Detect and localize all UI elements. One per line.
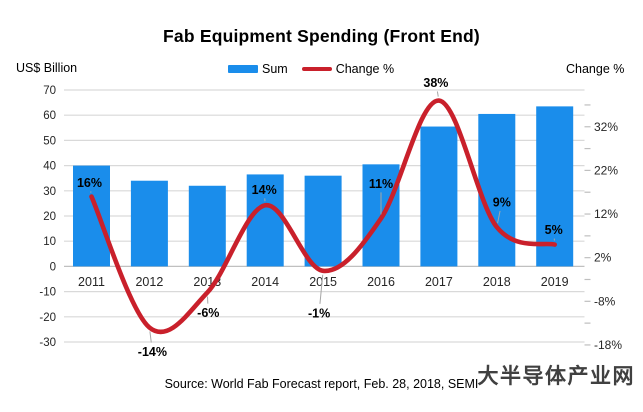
y-left-label-10: 10 — [43, 236, 56, 248]
data-label-leader — [319, 274, 324, 304]
change-label-2014: 14% — [252, 183, 277, 197]
y-right-label-2: 2% — [594, 251, 612, 265]
y-left-label-30: 30 — [43, 186, 56, 198]
bar-2013 — [188, 185, 226, 267]
x-label-2016: 2016 — [367, 275, 395, 289]
y-left-label-50: 50 — [43, 135, 56, 147]
bar-2017 — [420, 126, 458, 267]
y-left-label-70: 70 — [43, 85, 56, 97]
bar-2015 — [304, 175, 342, 267]
bar-2012 — [130, 180, 168, 267]
y-right-label--18: -18% — [594, 338, 622, 352]
legend-change-label: Change % — [335, 62, 395, 76]
y-left-label-20: 20 — [43, 211, 56, 223]
legend-sum-swatch-icon — [228, 65, 258, 73]
change-label-2013: -6% — [197, 306, 219, 320]
x-label-2019: 2019 — [541, 275, 569, 289]
y-right-label-22: 22% — [594, 163, 618, 177]
x-label-2012: 2012 — [135, 275, 163, 289]
bar-2014 — [246, 174, 284, 267]
y-left-label-0: 0 — [50, 261, 56, 273]
source-note: Source: World Fab Forecast report, Feb. … — [164, 377, 479, 391]
change-label-2011: 16% — [77, 176, 102, 190]
legend: Sum Change % — [228, 62, 394, 76]
data-label-leader — [149, 331, 152, 343]
change-label-2019: 5% — [545, 223, 563, 237]
y-right-label--8: -8% — [594, 294, 616, 308]
y-right-label-32: 32% — [594, 120, 618, 134]
legend-change-swatch-icon — [301, 66, 332, 72]
watermark: 大半导体产业网 — [477, 365, 635, 388]
x-label-2011: 2011 — [78, 275, 105, 289]
bar-2018 — [478, 113, 516, 267]
legend-sum-label: Sum — [262, 62, 288, 76]
change-label-2012: -14% — [138, 345, 167, 359]
x-label-2017: 2017 — [425, 275, 453, 289]
change-label-2018: 9% — [493, 196, 511, 210]
data-label-leader — [497, 210, 501, 224]
change-label-2017: 38% — [423, 76, 448, 90]
left-axis-header: US$ Billion — [16, 61, 78, 75]
y-right-label-12: 12% — [594, 207, 618, 221]
change-label-2016: 11% — [369, 177, 393, 191]
chart-title: Fab Equipment Spending (Front End) — [163, 26, 480, 46]
change-line — [89, 98, 557, 335]
data-label-leader — [436, 91, 439, 97]
right-axis-header: Change % — [566, 62, 625, 76]
x-label-2014: 2014 — [251, 275, 279, 289]
bar-2011 — [73, 165, 110, 267]
change-label-2015: -1% — [308, 306, 330, 320]
x-label-2015: 2015 — [309, 275, 337, 289]
y-left-label--30: -30 — [39, 337, 56, 349]
x-label-2018: 2018 — [483, 275, 511, 289]
y-left-label--20: -20 — [39, 312, 56, 324]
y-left-label--10: -10 — [39, 287, 56, 299]
y-left-label-60: 60 — [43, 110, 56, 122]
y-left-label-40: 40 — [43, 161, 56, 173]
